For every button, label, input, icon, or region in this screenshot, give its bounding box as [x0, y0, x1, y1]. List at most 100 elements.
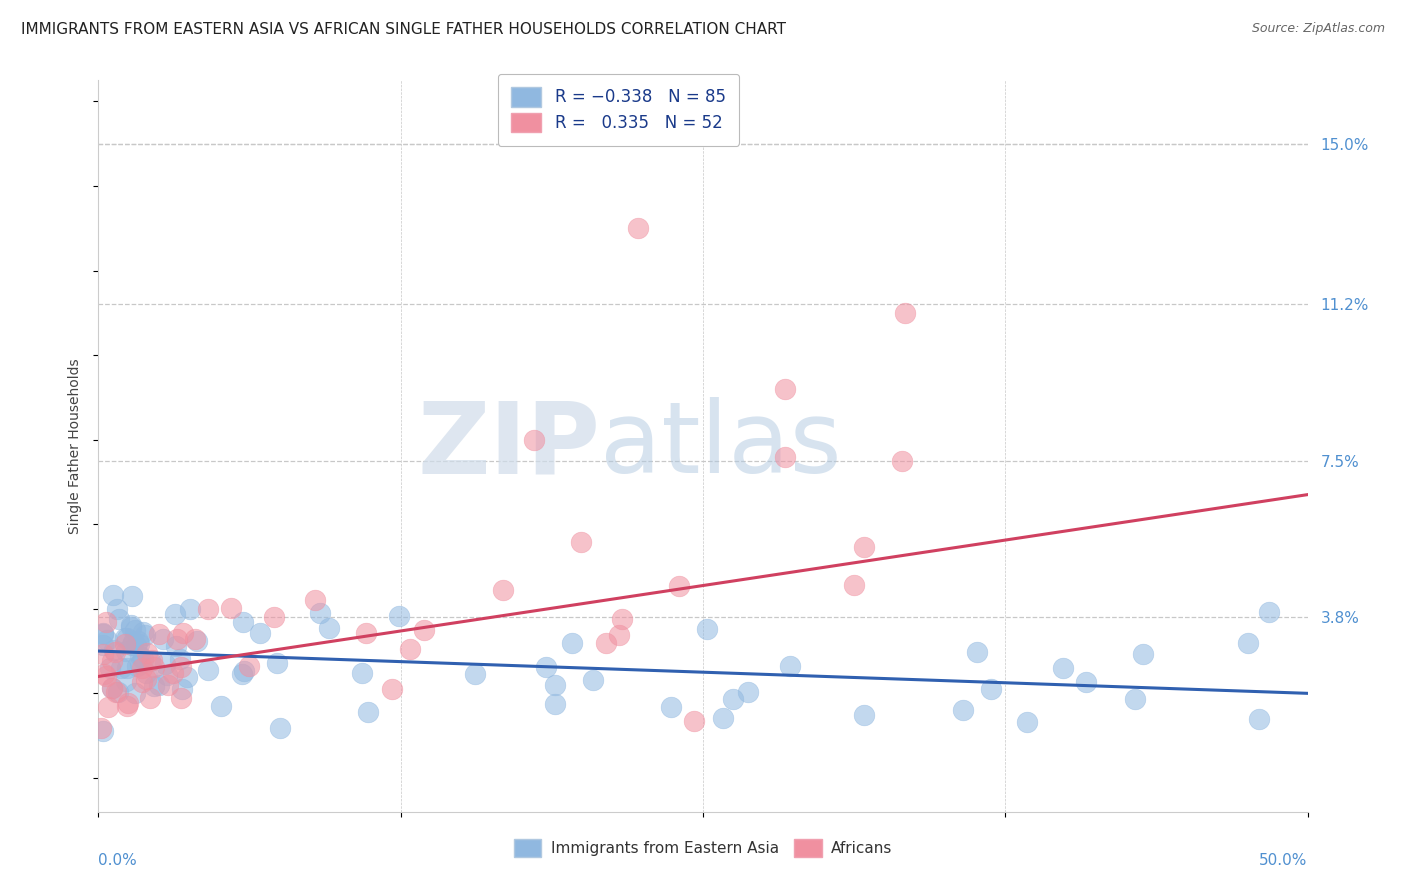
Point — [263, 609, 285, 624]
Point — [91, 625, 114, 640]
Point — [172, 681, 194, 696]
Point — [129, 657, 152, 671]
Point — [711, 711, 734, 725]
Text: IMMIGRANTS FROM EASTERN ASIA VS AFRICAN SINGLE FATHER HOUSEHOLDS CORRELATION CHA: IMMIGRANTS FROM EASTERN ASIA VS AFRICAN … — [21, 22, 786, 37]
Point — [853, 707, 876, 722]
Point — [398, 641, 420, 656]
Point — [122, 635, 145, 649]
Point — [101, 681, 124, 695]
Point — [104, 645, 127, 659]
Point — [219, 601, 242, 615]
Point — [120, 617, 142, 632]
Point — [184, 632, 207, 647]
Point — [773, 382, 796, 396]
Point — [117, 661, 139, 675]
Point — [131, 661, 153, 675]
Point — [121, 589, 143, 603]
Point — [90, 721, 112, 735]
Point — [682, 714, 704, 728]
Point — [172, 626, 194, 640]
Point — [156, 678, 179, 692]
Point — [91, 648, 114, 662]
Point — [1123, 692, 1146, 706]
Point — [97, 699, 120, 714]
Point — [523, 433, 546, 447]
Point — [155, 657, 177, 671]
Point — [142, 679, 165, 693]
Point — [101, 588, 124, 602]
Point — [120, 619, 142, 633]
Point — [607, 628, 630, 642]
Point — [100, 661, 122, 675]
Point — [94, 669, 117, 683]
Point — [231, 667, 253, 681]
Point — [125, 659, 148, 673]
Point — [492, 583, 515, 598]
Point — [115, 631, 138, 645]
Point — [169, 652, 191, 666]
Point — [308, 607, 330, 621]
Point — [143, 660, 166, 674]
Legend: R = −0.338   N = 85, R =   0.335   N = 52: R = −0.338 N = 85, R = 0.335 N = 52 — [498, 74, 740, 145]
Point — [91, 723, 114, 738]
Point — [127, 634, 149, 648]
Point — [152, 632, 174, 646]
Point — [249, 626, 271, 640]
Point — [357, 705, 380, 719]
Point — [117, 696, 139, 710]
Point — [165, 640, 187, 654]
Point — [165, 607, 187, 621]
Y-axis label: Single Father Households: Single Father Households — [69, 359, 83, 533]
Point — [1052, 661, 1074, 675]
Point — [139, 654, 162, 668]
Point — [105, 684, 128, 698]
Point — [1258, 605, 1281, 619]
Point — [162, 665, 184, 680]
Point — [269, 721, 291, 735]
Point — [91, 638, 114, 652]
Point — [124, 623, 146, 637]
Point — [266, 656, 288, 670]
Legend: Immigrants from Eastern Asia, Africans: Immigrants from Eastern Asia, Africans — [506, 832, 900, 864]
Point — [1074, 674, 1097, 689]
Point — [627, 221, 650, 235]
Point — [176, 670, 198, 684]
Point — [696, 622, 718, 636]
Text: 50.0%: 50.0% — [1260, 854, 1308, 868]
Point — [350, 666, 373, 681]
Point — [544, 698, 567, 712]
Text: atlas: atlas — [600, 398, 842, 494]
Point — [148, 626, 170, 640]
Point — [723, 692, 745, 706]
Point — [536, 659, 558, 673]
Point — [232, 615, 254, 629]
Point — [952, 703, 974, 717]
Point — [388, 608, 411, 623]
Point — [464, 666, 486, 681]
Point — [141, 653, 163, 667]
Point — [107, 685, 129, 699]
Point — [114, 638, 136, 652]
Point — [166, 632, 188, 646]
Point — [93, 666, 115, 681]
Point — [136, 646, 159, 660]
Text: Source: ZipAtlas.com: Source: ZipAtlas.com — [1251, 22, 1385, 36]
Point — [209, 699, 232, 714]
Point — [135, 673, 157, 687]
Text: 0.0%: 0.0% — [98, 854, 138, 868]
Point — [381, 682, 404, 697]
Point — [132, 652, 155, 666]
Point — [842, 578, 865, 592]
Point — [139, 691, 162, 706]
Point — [595, 636, 617, 650]
Point — [852, 540, 875, 554]
Point — [413, 623, 436, 637]
Point — [186, 634, 208, 648]
Point — [893, 306, 915, 320]
Point — [544, 678, 567, 692]
Point — [94, 615, 117, 630]
Point — [101, 654, 124, 668]
Point — [135, 665, 157, 680]
Point — [1015, 714, 1038, 729]
Point — [354, 626, 377, 640]
